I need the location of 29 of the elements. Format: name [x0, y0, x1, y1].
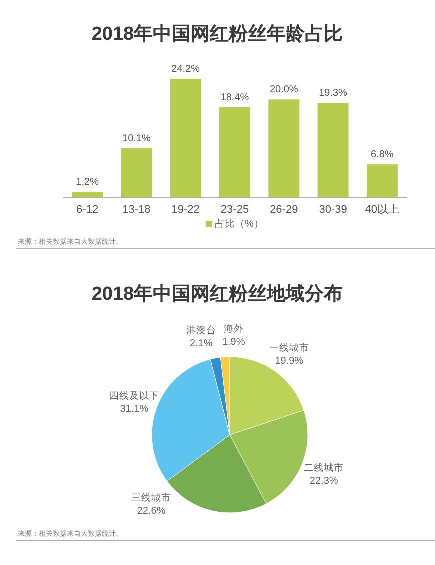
x-tick-label: 23-25 [220, 204, 250, 216]
data-label: 24.2% [172, 64, 200, 76]
title: 2018年中国网红粉丝年龄占比 [92, 24, 344, 45]
data-label: 18.4% [220, 92, 250, 104]
slice-value: 22.3% [310, 476, 338, 487]
slice-value: 1.9% [222, 336, 246, 348]
slice-name: 三线城市 [132, 492, 172, 504]
slice-value: 22.6% [137, 506, 166, 517]
x-tick-label: 13-18 [122, 204, 151, 216]
slice-value: 2.1% [190, 338, 213, 350]
x-tick-label: 19-22 [172, 204, 200, 216]
data-label: 1.2% [76, 177, 99, 188]
data-label: 6.8% [371, 150, 394, 161]
x-tick-label: 40以上 [365, 204, 400, 216]
slice-name: 四线及以下 [109, 391, 160, 402]
legend-label: 占比（%） [215, 219, 264, 230]
data-label: 10.1% [122, 133, 151, 144]
data-label: 20.0% [270, 84, 298, 96]
slice-name: 二线城市 [304, 462, 344, 474]
slice-name: 一线城市 [269, 342, 310, 354]
data-label: 19.3% [319, 88, 348, 100]
x-tick-label: 30-39 [319, 204, 348, 216]
x-tick-label: 6-12 [76, 204, 99, 216]
slice-value: 31.1% [120, 404, 149, 416]
slice-value: 19.9% [275, 356, 304, 367]
slice-name: 港澳台 [186, 325, 216, 336]
x-tick-label: 26-29 [270, 204, 298, 216]
slice-name: 海外 [224, 324, 244, 335]
title: 2018年中国网红粉丝地域分布 [92, 284, 344, 305]
